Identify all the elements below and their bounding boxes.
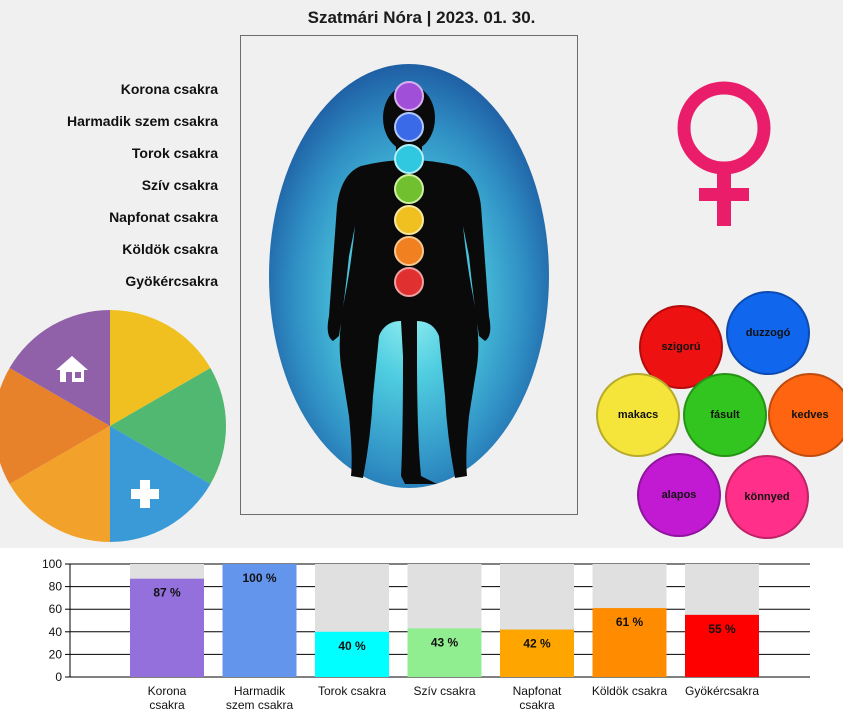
pie-slice [110,368,226,484]
bar [315,631,389,677]
trait-bubbles: szigorú duzzogó makacs fásult kedves alapos kö… [590,285,843,545]
y-tick-label: 60 [49,602,63,616]
chakra-label-gyoker: Gyökércsakra [125,273,218,289]
pie-slice [110,310,211,426]
chakra-label-list: Korona csakra Harmadik szem csakra Torok… [0,78,218,302]
bar-data-label: 42 % [523,637,551,651]
chakra-bar-chart: 87 % 100 % 40 % 43 % 42 % 61 % 55 % 0 20 40 60 80 1… [0,548,843,727]
trait-bubble: alapos [637,453,721,537]
x-tick-label: Köldök csakra [592,684,668,698]
trait-bubble: duzzogó [726,291,810,375]
plus-icon [131,480,159,508]
x-tick-label: Szív csakra [413,684,475,698]
aura-figure-image [269,64,549,488]
chakra-points [394,81,424,297]
y-tick-label: 0 [55,670,62,684]
home-icon [56,356,88,382]
y-tick-label: 80 [49,580,63,594]
x-tick-label: Gyökércsakra [685,684,759,698]
x-tick-label: Korona csakra [148,684,187,712]
chakra-label-koldok: Köldök csakra [122,241,218,257]
trait-bubble: makacs [596,373,680,457]
pie-slice [0,368,110,484]
y-tick-label: 100 [42,557,62,571]
pie-chart [0,310,226,542]
chakra-label-sziv: Szív csakra [141,177,218,193]
pie-slice [9,426,110,542]
bar [130,578,204,677]
bar [222,564,297,677]
chakra-label-korona: Korona csakra [120,81,218,97]
page-title: Szatmári Nóra | 2023. 01. 30. [307,8,536,27]
bar-data-label: 61 % [616,615,644,629]
y-tick-label: 40 [49,625,63,639]
bar-data-label: 40 % [338,639,366,653]
aura-image-frame [240,35,578,515]
bar-data-label: 100 % [242,571,276,585]
x-tick-label: Harmadik szem csakra [226,684,294,712]
trait-bubble: könnyed [725,455,809,539]
bar [685,614,759,677]
trait-bubble: fásult [683,373,767,457]
chakra-label-harmadik-szem: Harmadik szem csakra [67,113,218,129]
bar [592,608,667,677]
venus-icon [677,81,771,226]
chakra-label-torok: Torok csakra [131,145,218,161]
bar [407,628,482,677]
y-tick-label: 20 [49,647,63,661]
chakra-label-napfonat: Napfonat csakra [109,209,218,225]
x-tick-label: Torok csakra [318,684,386,698]
bar [500,629,574,677]
bar-data-label: 55 % [708,622,736,636]
trait-bubble: kedves [768,373,843,457]
bar-data-label: 43 % [431,635,459,649]
x-tick-label: Napfonat csakra [513,684,562,712]
pie-slice [110,426,211,542]
bar-data-label: 87 % [153,586,181,600]
